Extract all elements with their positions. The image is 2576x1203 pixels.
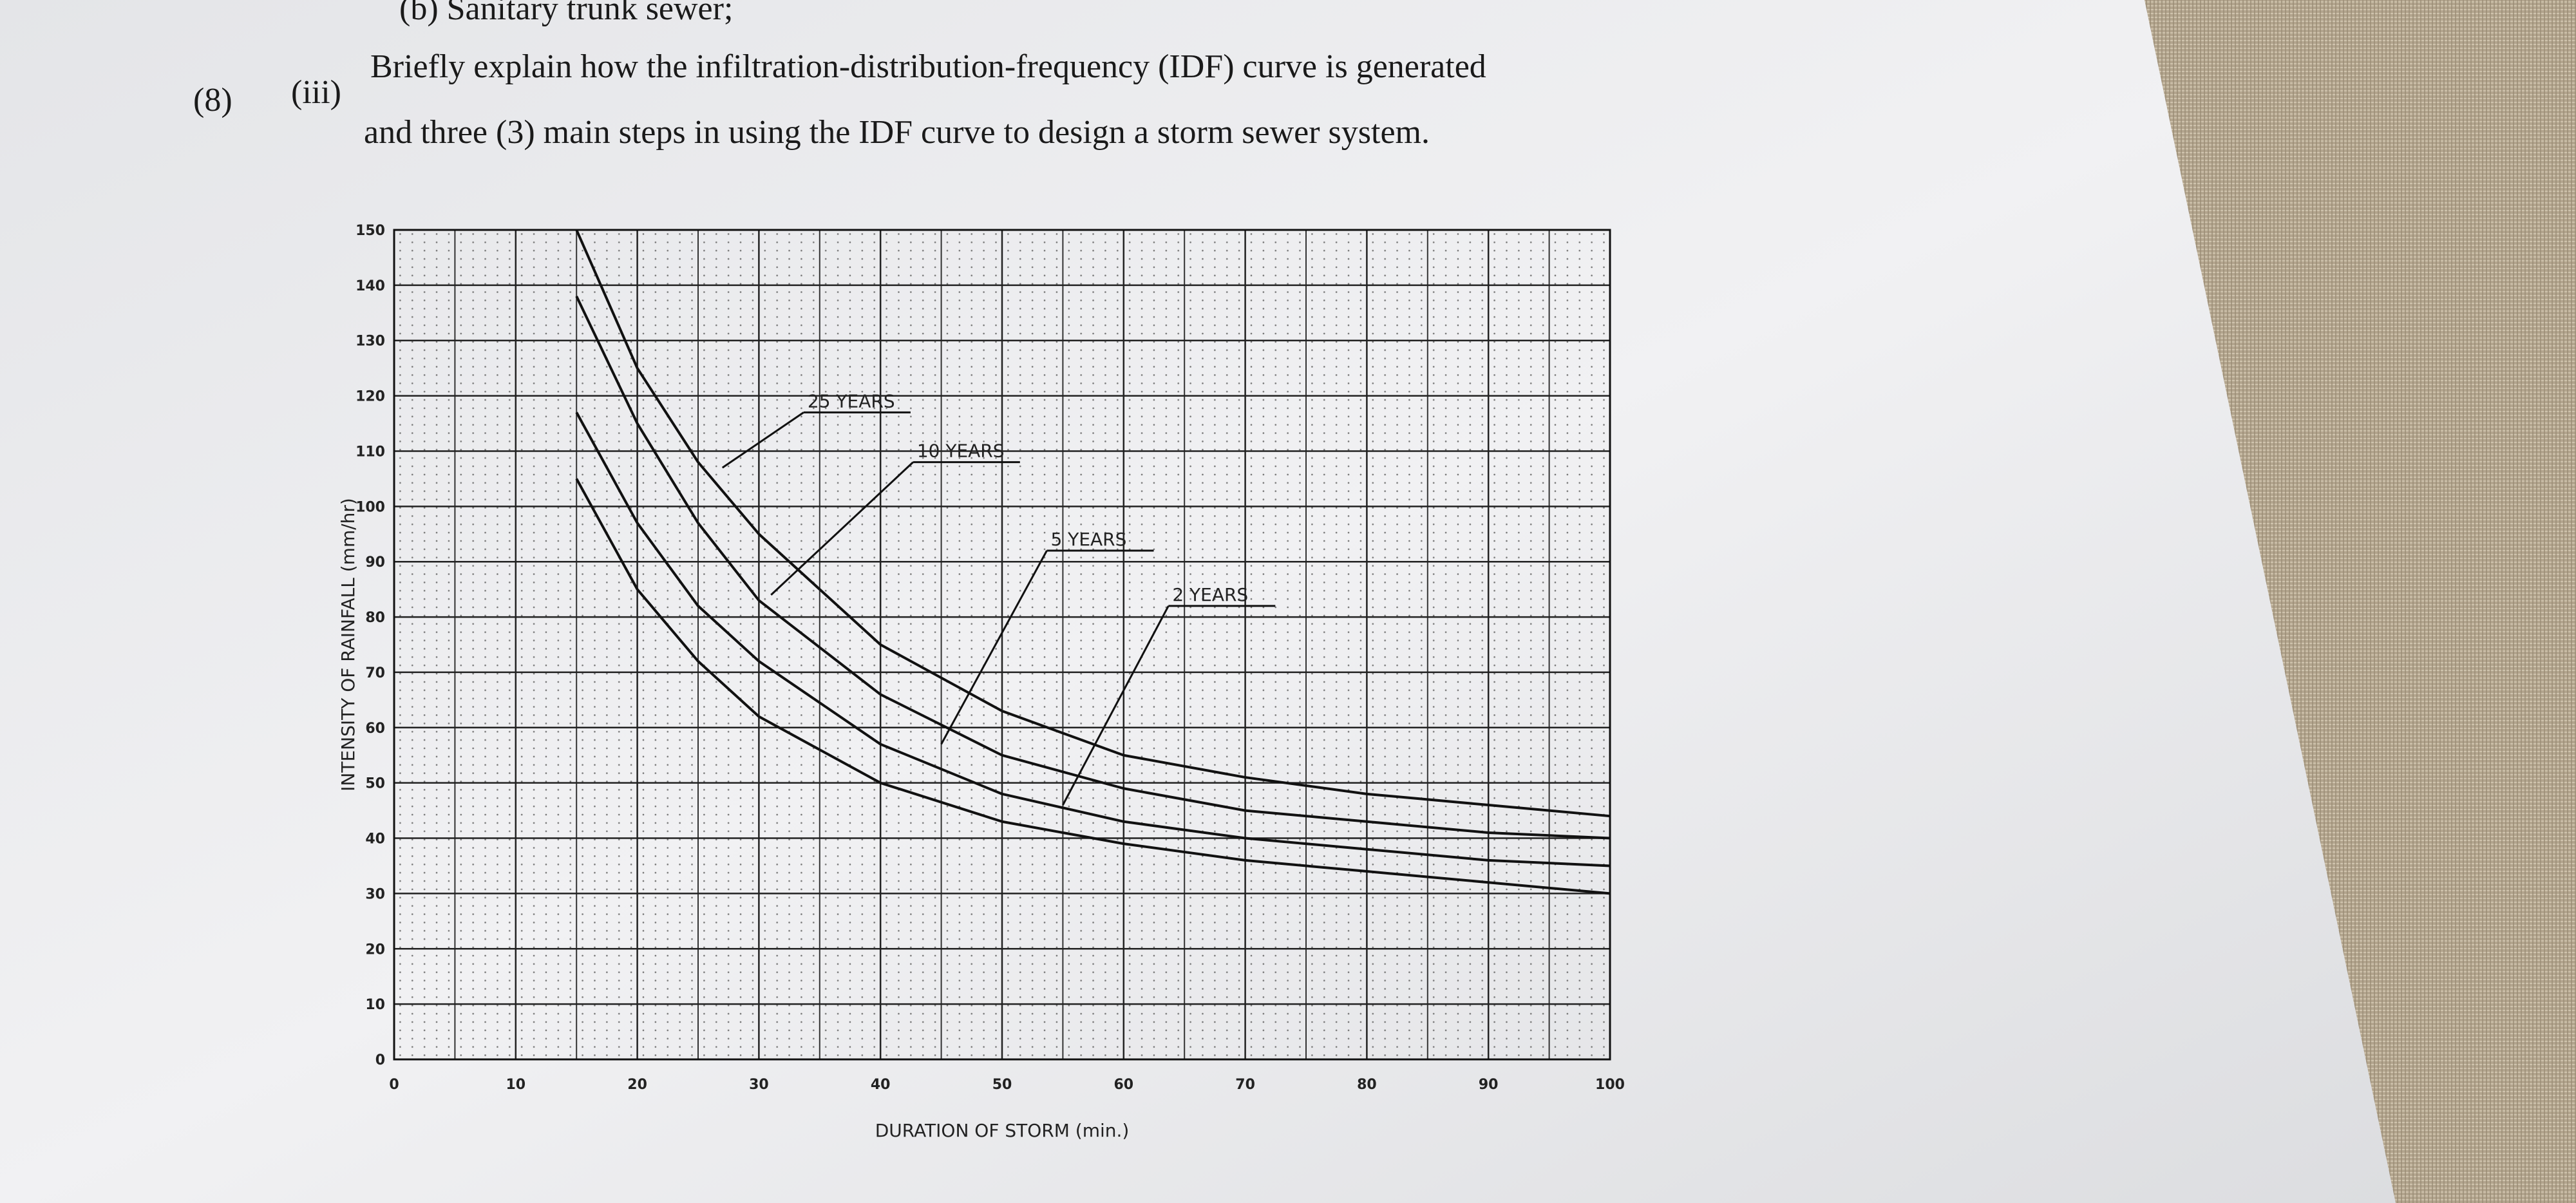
y-tick-label: 60 bbox=[365, 721, 385, 737]
leader-line bbox=[940, 550, 1048, 745]
x-tick-label: 20 bbox=[627, 1077, 647, 1093]
question-mark: (8) bbox=[193, 82, 232, 118]
x-tick-label: 40 bbox=[871, 1077, 891, 1093]
previous-item: (b) Sanitary trunk sewer; bbox=[399, 0, 733, 27]
leader-line bbox=[1062, 605, 1170, 806]
y-tick-label: 130 bbox=[355, 334, 385, 350]
question-line: and three (3) main steps in using the ID… bbox=[364, 114, 1430, 151]
series-line bbox=[575, 478, 1611, 895]
y-tick-label: 50 bbox=[365, 776, 385, 792]
x-tick-label: 80 bbox=[1357, 1077, 1377, 1093]
x-tick-label: 10 bbox=[506, 1077, 526, 1093]
y-tick-label: 140 bbox=[355, 278, 385, 294]
y-tick-label: 150 bbox=[355, 223, 385, 239]
x-tick-label: 100 bbox=[1595, 1077, 1625, 1093]
x-tick-label: 30 bbox=[749, 1077, 769, 1093]
series-label: 2 YEARS bbox=[1172, 584, 1248, 605]
chart: 0 10 20 30 40 50 60 70 80 90 100 110 120 130 140 150 0 10… bbox=[337, 223, 1625, 1141]
x-tick-label: 0 bbox=[389, 1077, 399, 1093]
plot-frame bbox=[393, 229, 1611, 1061]
y-tick-label: 30 bbox=[365, 886, 385, 902]
leader-line bbox=[721, 412, 804, 469]
y-tick-label: 90 bbox=[365, 554, 385, 571]
question-part: (iii) bbox=[291, 74, 341, 111]
y-tick-label: 10 bbox=[365, 997, 385, 1013]
y-tick-label: 110 bbox=[355, 444, 385, 460]
x-axis-label: DURATION OF STORM (min.) bbox=[875, 1120, 1130, 1141]
y-tick-label: 40 bbox=[365, 831, 385, 848]
y-tick-label: 70 bbox=[365, 665, 385, 681]
y-tick-label: 80 bbox=[365, 610, 385, 626]
question-line: Briefly explain how the infiltration-dis… bbox=[370, 48, 1486, 85]
series-label: 10 YEARS bbox=[917, 440, 1005, 462]
x-tick-label: 60 bbox=[1113, 1077, 1133, 1093]
x-tick-label: 90 bbox=[1479, 1077, 1499, 1093]
leader-line bbox=[770, 461, 914, 596]
y-tick-label: 120 bbox=[355, 389, 385, 405]
y-tick-label: 20 bbox=[365, 942, 385, 958]
series-label: 5 YEARS bbox=[1051, 529, 1127, 550]
series-line bbox=[575, 412, 1611, 867]
x-tick-label: 70 bbox=[1235, 1077, 1255, 1093]
y-tick-label: 0 bbox=[375, 1052, 385, 1068]
series-line bbox=[575, 296, 1611, 840]
series-label: 25 YEARS bbox=[808, 390, 895, 412]
y-tick-label: 100 bbox=[355, 499, 385, 515]
y-axis-label: INTENSITY OF RAINFALL (mm/hr) bbox=[337, 498, 359, 791]
series-line bbox=[575, 229, 1611, 818]
x-tick-label: 50 bbox=[992, 1077, 1012, 1093]
